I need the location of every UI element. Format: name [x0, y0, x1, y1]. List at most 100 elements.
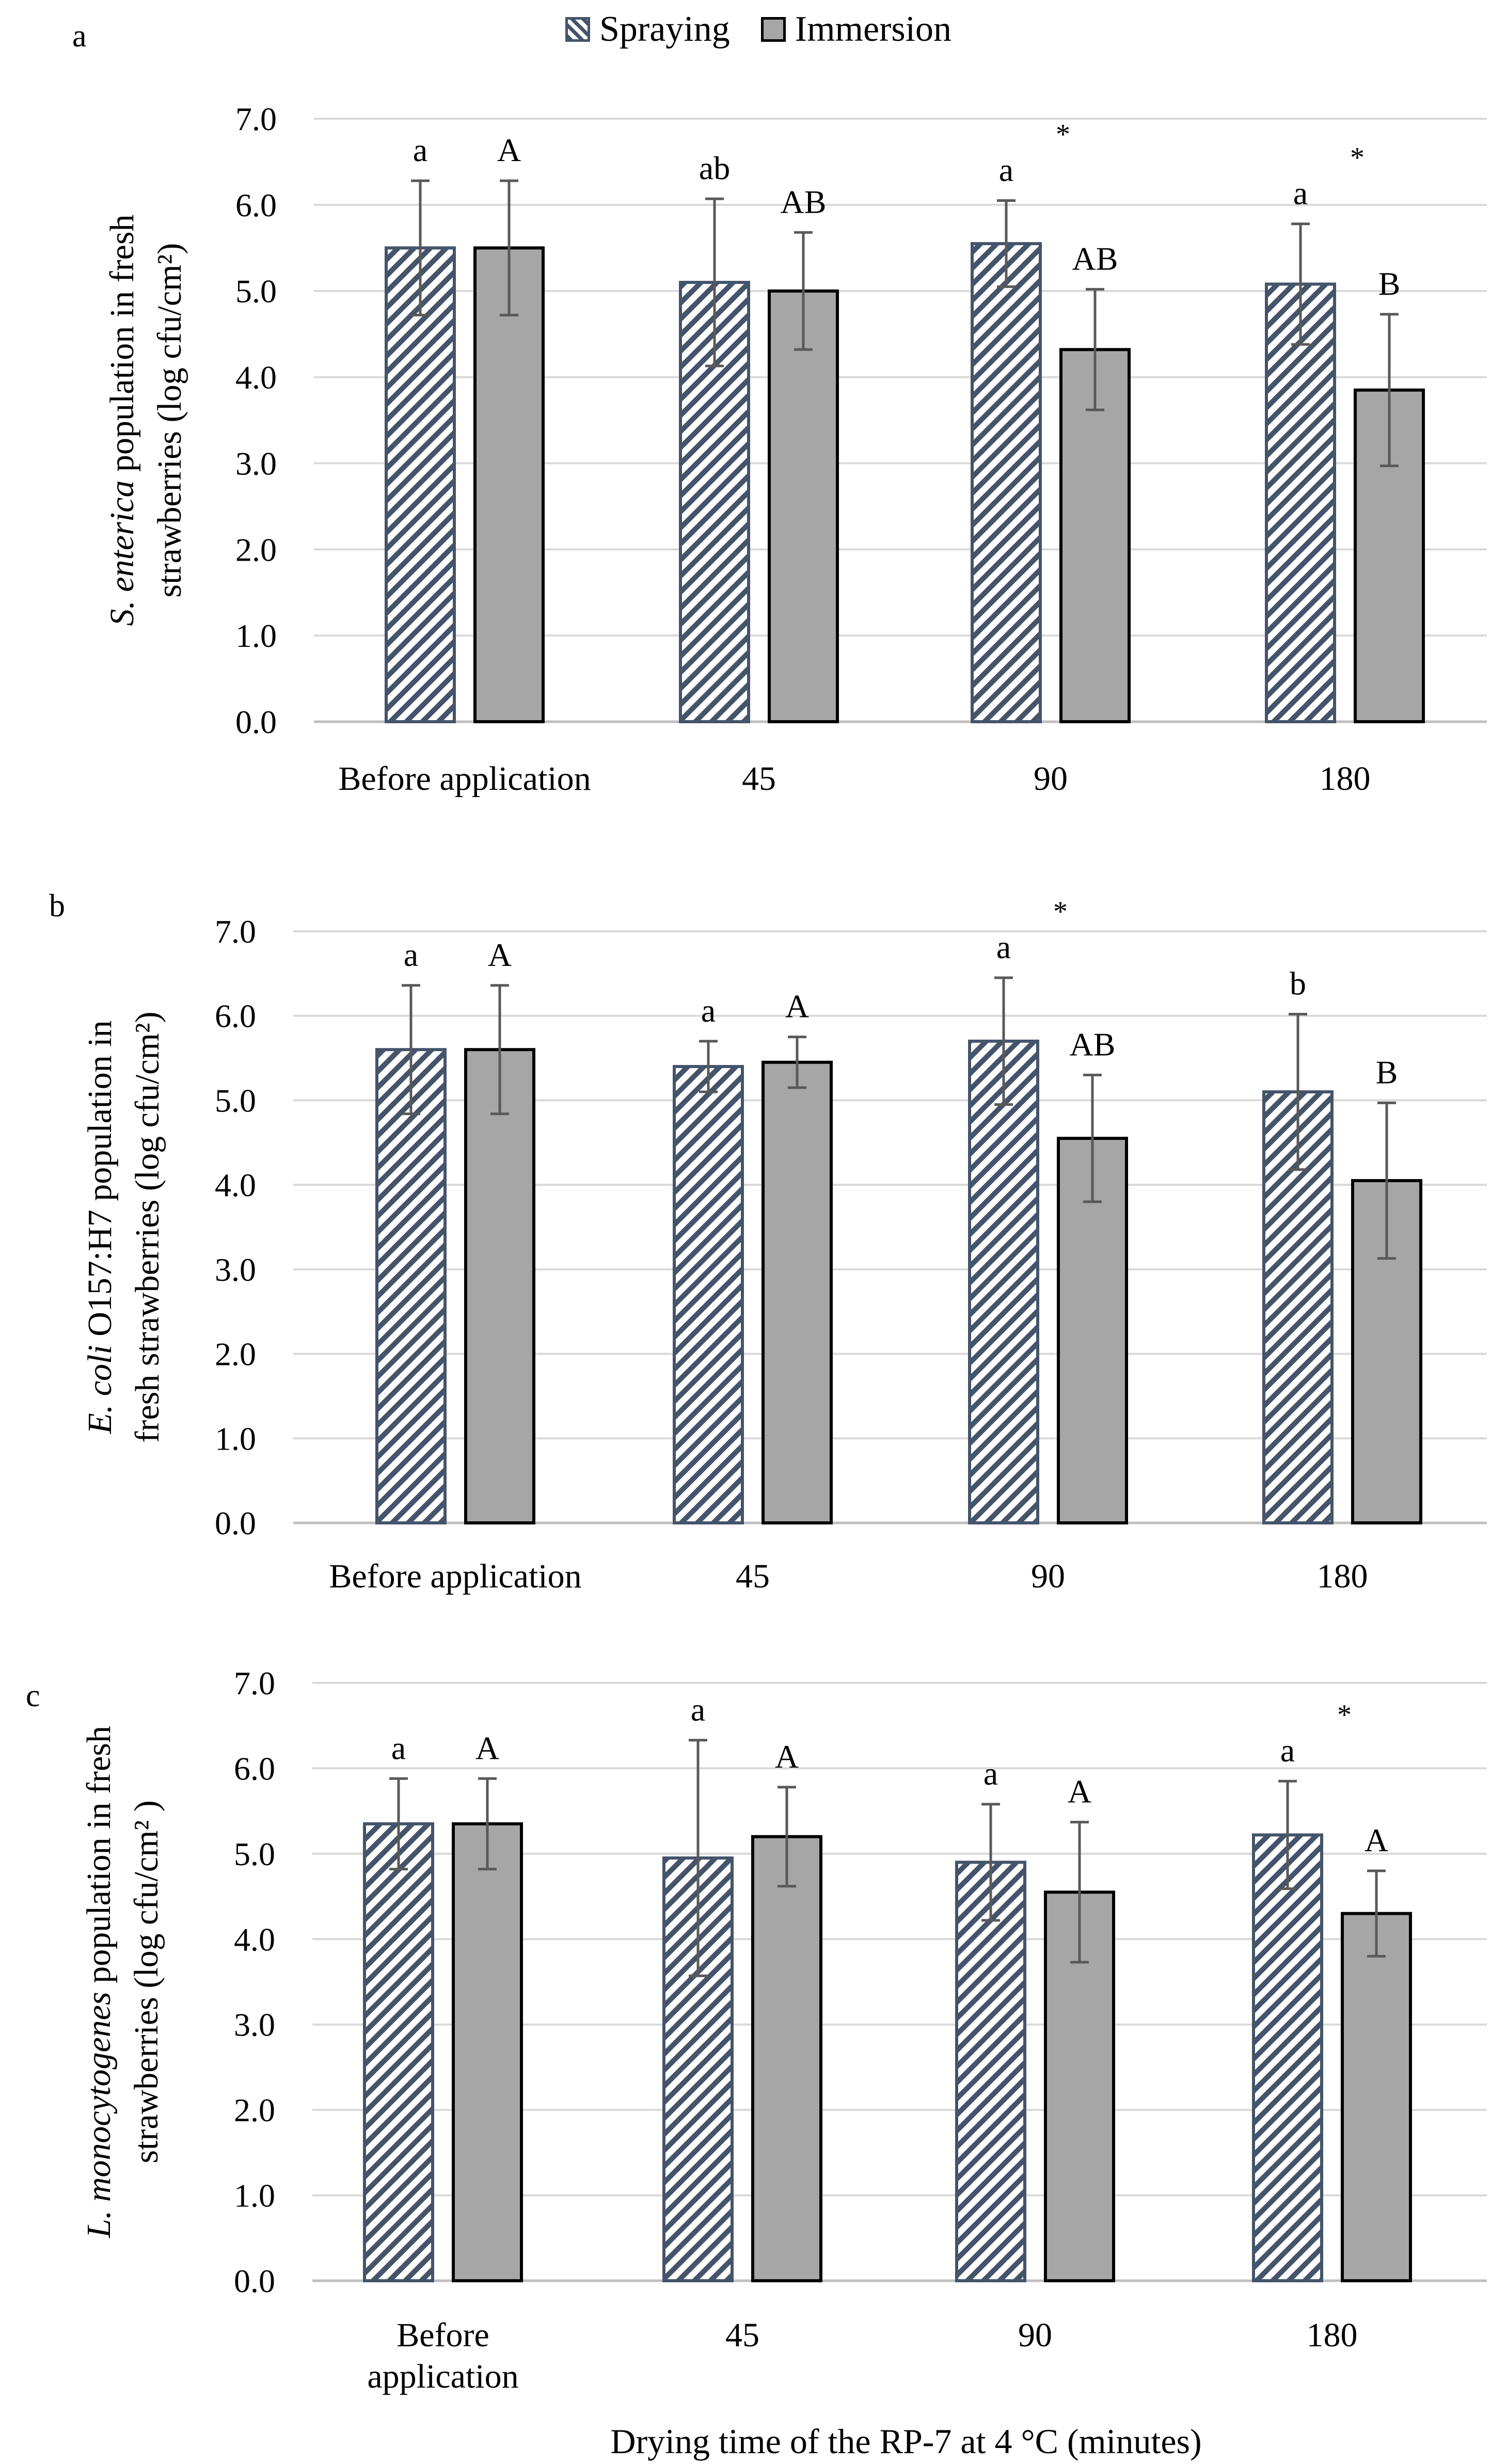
x-category-label: Before [396, 2316, 489, 2354]
significance-letter: A [1068, 1773, 1091, 1810]
x-axis-title: Drying time of the RP-7 at 4 °C (minutes… [610, 2422, 1201, 2461]
chart-panel-b: b 0.0 1.0 2.0 3.0 4.0 5.0 6.0 7.0 E. coli O157:H7… [49, 888, 1487, 1595]
significance-asterisk: * [1053, 896, 1068, 928]
x-category-label: 90 [1031, 1557, 1065, 1595]
x-category-label: Before application [329, 1557, 581, 1595]
significance-letter: A [488, 936, 512, 973]
bar-immersion [1341, 1912, 1412, 2283]
significance-letter: B [1376, 1054, 1398, 1090]
bar-spraying [375, 1048, 447, 1524]
significance-letter: A [785, 988, 809, 1025]
y-tick-label: 1.0 [235, 617, 277, 654]
y-tick-label: 2.0 [235, 531, 277, 568]
y-tick-label: 3.0 [234, 2007, 275, 2043]
y-tick-label: 2.0 [234, 2092, 275, 2128]
significance-letter: a [1293, 175, 1308, 212]
significance-letter: A [775, 1738, 799, 1775]
y-axis-species: S. enterica [103, 480, 141, 626]
x-category-label: 45 [736, 1557, 770, 1595]
bar-spraying [971, 242, 1042, 723]
significance-asterisk: * [1337, 1699, 1352, 1731]
panel-label: c [26, 1678, 40, 1713]
y-tick-label: 0.0 [235, 704, 277, 740]
y-tick-label: 6.0 [234, 1750, 275, 1787]
x-category-label: application [367, 2358, 518, 2395]
bar-spraying [673, 1064, 744, 1524]
y-tick-label: 4.0 [235, 359, 277, 396]
significance-letter: a [404, 936, 418, 973]
significance-letter: AB [1072, 240, 1118, 277]
y-axis-species: L. monocytogenes [80, 1992, 118, 2238]
y-axis-species: E. coli [81, 1345, 119, 1434]
legend-item-spraying: Spraying [565, 11, 730, 47]
bar-spraying [385, 246, 456, 723]
significance-letter: a [391, 1729, 406, 1766]
significance-letter: a [996, 929, 1011, 965]
significance-letter: A [1365, 1822, 1388, 1858]
y-tick-label: 1.0 [215, 1420, 256, 1457]
legend-item-immersion: Immersion [760, 9, 952, 49]
bar-immersion [762, 1060, 833, 1524]
significance-letter: ab [699, 150, 730, 186]
y-tick-label: 7.0 [234, 1665, 275, 1702]
y-tick-label: 0.0 [234, 2263, 275, 2299]
y-axis-title-rest: O157:H7 population in [81, 1020, 119, 1345]
legend-label-immersion: Immersion [795, 9, 952, 49]
x-category-label: 180 [1320, 760, 1371, 798]
significance-letter: AB [781, 183, 827, 220]
legend: Spraying Immersion [565, 11, 982, 47]
bar-immersion [751, 1835, 822, 2283]
chart-panel-c: c 0.0 1.0 2.0 3.0 4.0 5.0 6.0 7.0 L. monocytogene… [26, 1665, 1487, 2395]
significance-letter: a [413, 132, 427, 168]
y-tick-label: 6.0 [235, 187, 277, 224]
legend-swatch-immersion [760, 17, 786, 42]
y-axis-title-line: E. coli O157:H7 population in [81, 1020, 119, 1434]
significance-asterisk: * [1056, 119, 1070, 151]
y-axis-title-line: strawberries (log cfu/cm²) [151, 243, 188, 598]
bar-spraying [1252, 1833, 1323, 2283]
y-axis-title-rest: population in fresh [103, 214, 141, 480]
chart-panel-a: a 0.0 1.0 2.0 3.0 4.0 5.0 6.0 7.0 S. enterica pop… [72, 19, 1487, 798]
y-axis-title-rest: population in fresh [80, 1726, 118, 1992]
y-tick-label: 4.0 [234, 1921, 275, 1958]
panel-label: b [49, 888, 65, 924]
y-tick-label: 4.0 [215, 1167, 256, 1203]
significance-letter: A [497, 132, 521, 168]
x-category-label: 90 [1018, 2316, 1052, 2354]
significance-letter: a [983, 1755, 998, 1792]
bar-spraying [1265, 282, 1336, 723]
y-tick-label: 2.0 [215, 1336, 256, 1373]
y-axis-title-line: strawberries (log cfu/cm² ) [128, 1800, 165, 2163]
bar-spraying [363, 1822, 434, 2282]
significance-letter: a [1280, 1732, 1295, 1769]
y-tick-label: 5.0 [215, 1082, 256, 1119]
y-tick-label: 1.0 [234, 2177, 275, 2214]
bar-spraying [955, 1861, 1026, 2282]
y-tick-label: 0.0 [215, 1505, 256, 1541]
legend-label-spraying: Spraying [599, 9, 730, 49]
significance-letter: a [691, 1691, 705, 1728]
y-tick-label: 3.0 [215, 1251, 256, 1288]
significance-letter: a [999, 152, 1013, 188]
y-tick-label: 5.0 [235, 273, 277, 310]
bar-spraying [968, 1039, 1039, 1525]
x-category-label: 180 [1317, 1557, 1368, 1595]
y-tick-label: 3.0 [235, 445, 277, 482]
y-tick-label: 7.0 [235, 101, 277, 137]
panel-label: a [72, 19, 87, 54]
y-axis-title-line: fresh strawberries (log cfu/cm²) [129, 1011, 166, 1442]
x-category-label: 90 [1034, 760, 1068, 798]
significance-letter: b [1290, 965, 1306, 1002]
x-category-label: 180 [1307, 2316, 1358, 2354]
y-tick-label: 7.0 [215, 913, 256, 950]
x-category-label: 45 [725, 2316, 759, 2354]
x-category-label: Before application [338, 760, 591, 798]
y-axis-title-line: S. enterica population in fresh [103, 214, 141, 626]
significance-letter: a [701, 992, 716, 1029]
significance-letter: B [1378, 265, 1401, 302]
bar-immersion [464, 1048, 535, 1524]
bar-immersion [452, 1822, 523, 2282]
significance-letter: AB [1070, 1026, 1116, 1062]
significance-letter: A [475, 1729, 499, 1766]
